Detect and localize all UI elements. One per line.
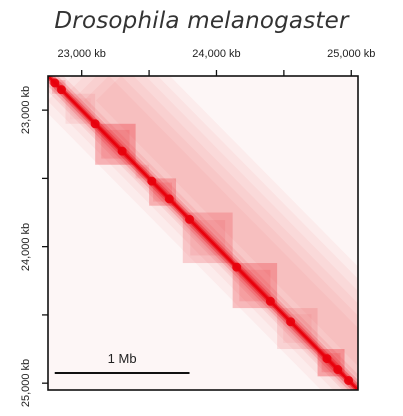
plot-frame	[47, 75, 359, 391]
x-tick-label: 23,000 kb	[57, 48, 106, 60]
diagonal-spot-11	[322, 354, 332, 364]
diagonal-spot-3	[90, 119, 100, 129]
diagonal-spot-1	[50, 78, 60, 88]
diagonal-spot-5	[147, 176, 157, 186]
chart-title: Drosophila melanogaster	[54, 8, 349, 34]
diagonal-spot-10	[286, 317, 296, 327]
heatmap-plot-area	[48, 76, 358, 390]
background-contact-band	[48, 76, 358, 390]
diagonal-spot-8	[232, 262, 242, 272]
background-contact-band	[95, 76, 358, 367]
diagonal-spot-12	[333, 365, 343, 375]
x-axis	[81, 70, 352, 76]
background-contact-band	[59, 76, 358, 390]
y-tick-label: 23,000 kb	[20, 85, 33, 135]
diagonal-band-5	[48, 76, 358, 390]
background-contact-band	[83, 76, 358, 379]
scale-bar-label: 1 Mb	[107, 351, 137, 366]
y-axis	[42, 109, 48, 384]
x-tick-label: 24,000 kb	[192, 48, 241, 60]
diagonal-spot-13	[344, 375, 354, 385]
background-contact-band	[48, 76, 358, 390]
diagonal-spot-7	[185, 214, 195, 224]
y-tick-label: 25,000 kb	[20, 359, 33, 408]
diagonal-spot-2	[56, 85, 66, 95]
diagonal-spot-9	[265, 296, 275, 306]
diagonal-spot-6	[164, 194, 174, 204]
background-contact-band	[71, 76, 358, 390]
y-tick-label: 24,000 kb	[20, 222, 33, 271]
x-tick-label: 25,000 kb	[327, 48, 376, 60]
diagonal-spot-4	[117, 146, 127, 156]
